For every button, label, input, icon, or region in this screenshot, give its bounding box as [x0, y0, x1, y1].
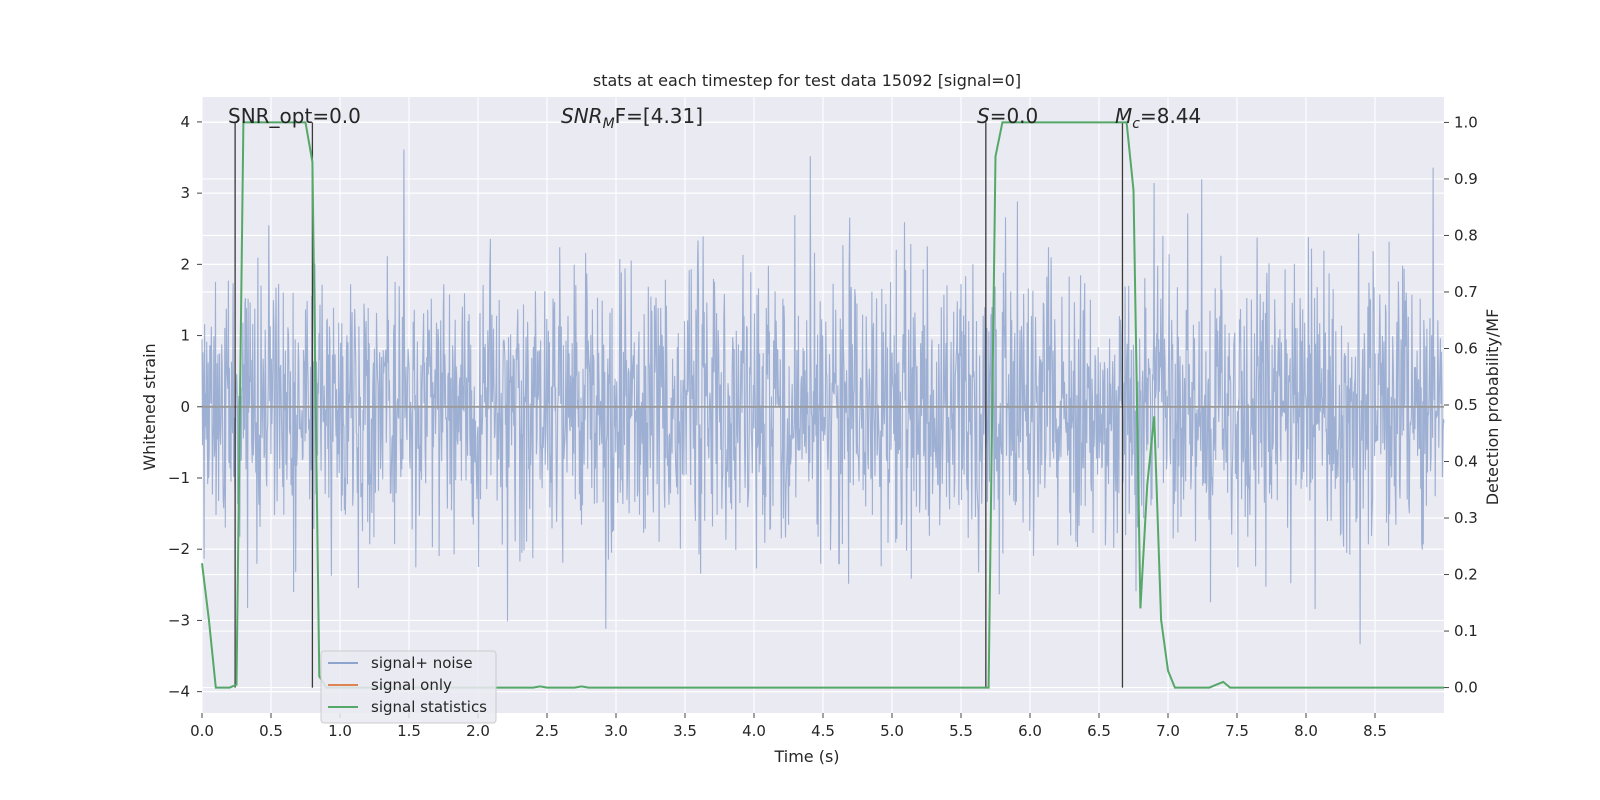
legend-label-signal: signal only	[371, 676, 452, 694]
x-tick-label: 0.0	[190, 722, 214, 740]
x-tick-label: 7.5	[1225, 722, 1249, 740]
annotation-s: S=0.0	[977, 104, 1038, 128]
x-tick-label: 5.5	[949, 722, 973, 740]
x-axis-label: Time (s)	[773, 747, 839, 766]
y2-tick-label: 0.4	[1454, 453, 1478, 471]
y2-tick-label: 0.7	[1454, 283, 1478, 301]
x-tick-label: 2.5	[535, 722, 559, 740]
legend: signal+ noise signal only signal statist…	[320, 650, 497, 724]
y2-tick-label: 1.0	[1454, 113, 1478, 131]
x-tick-label: 6.0	[1018, 722, 1042, 740]
y-tick-label: 1	[180, 327, 190, 345]
y-tick-label: −2	[168, 540, 190, 558]
annotation-snr-mf: SNRMF=[4.31]	[561, 104, 703, 132]
y-tick-label: −1	[168, 469, 190, 487]
legend-box	[320, 650, 497, 724]
annotation-mc: Mc=8.44	[1115, 104, 1201, 132]
legend-label-stats: signal statistics	[371, 698, 487, 716]
y2-tick-label: 0.2	[1454, 566, 1478, 584]
x-tick-label: 4.0	[742, 722, 766, 740]
chart-title: stats at each timestep for test data 150…	[593, 71, 1021, 90]
x-tick-label: 5.0	[880, 722, 904, 740]
y2-tick-label: 0.6	[1454, 339, 1478, 357]
x-tick-label: 3.0	[604, 722, 628, 740]
series-signal-noise	[201, 149, 1445, 645]
x-tick-label: 3.5	[673, 722, 697, 740]
annotation-snr-opt: SNR_opt=0.0	[228, 104, 361, 128]
y-tick-label: 4	[180, 113, 190, 131]
y-axis-label: Whitened strain	[140, 343, 159, 470]
x-tick-label: 7.0	[1156, 722, 1180, 740]
y-tick-label: −4	[168, 683, 190, 701]
series-signal-statistics	[201, 121, 1444, 689]
y2-tick-label: 0.8	[1454, 226, 1478, 244]
x-tick-label: 0.5	[259, 722, 283, 740]
legend-label-noise: signal+ noise	[371, 654, 473, 672]
y-tick-label: 0	[180, 398, 190, 416]
y-tick-label: 3	[180, 184, 190, 202]
x-tick-label: 6.5	[1087, 722, 1111, 740]
x-tick-label: 1.0	[328, 722, 352, 740]
y2-tick-label: 0.0	[1454, 679, 1478, 697]
y2-tick-label: 0.1	[1454, 622, 1478, 640]
y-tick-label: −3	[168, 611, 190, 629]
y2-tick-label: 0.9	[1454, 170, 1478, 188]
x-tick-label: 8.5	[1363, 722, 1387, 740]
y2-tick-label: 0.3	[1454, 509, 1478, 527]
x-tick-label: 8.0	[1294, 722, 1318, 740]
y2-tick-label: 0.5	[1454, 396, 1478, 414]
x-tick-label: 1.5	[397, 722, 421, 740]
y2-axis-label: Detection probability/MF	[1483, 309, 1502, 506]
x-tick-label: 2.0	[466, 722, 490, 740]
y-tick-label: 2	[180, 255, 190, 273]
x-tick-label: 4.5	[811, 722, 835, 740]
